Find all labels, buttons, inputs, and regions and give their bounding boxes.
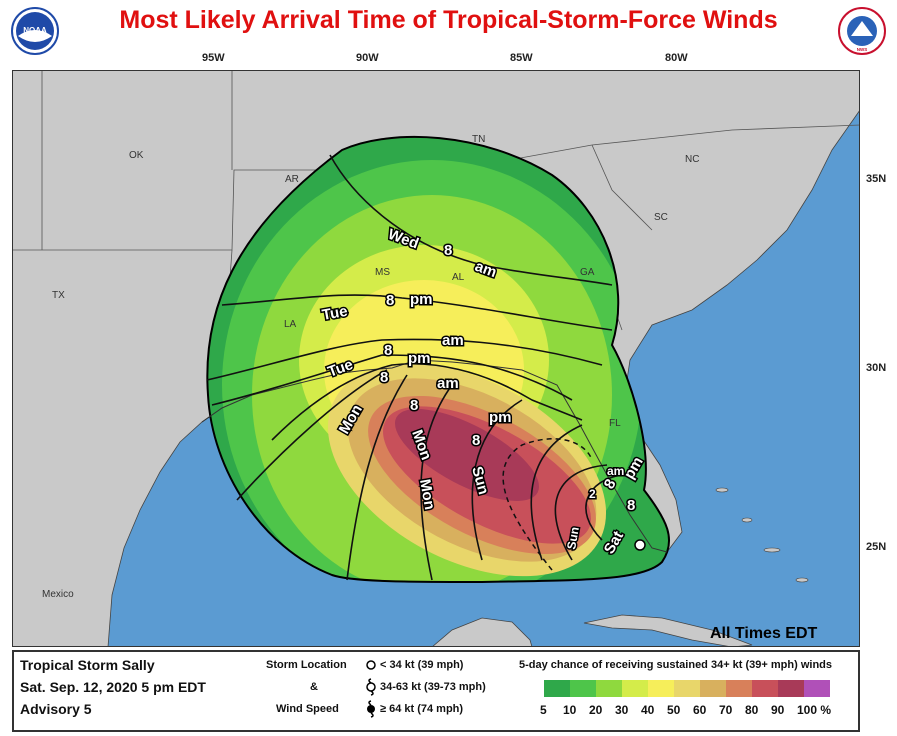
advisory-number: Advisory 5 bbox=[20, 701, 92, 717]
yucatan bbox=[431, 617, 533, 647]
scale-tick: 80 bbox=[745, 703, 759, 717]
contour-label: pm bbox=[408, 350, 431, 367]
advisory-date: Sat. Sep. 12, 2020 5 pm EDT bbox=[20, 679, 206, 695]
noaa-logo: NOAA bbox=[11, 7, 59, 55]
map-title: Most Likely Arrival Time of Tropical-Sto… bbox=[119, 6, 778, 34]
contour-label: pm bbox=[489, 409, 512, 426]
contour-label: pm bbox=[410, 291, 433, 308]
contour-label: 8 bbox=[386, 292, 394, 309]
lon-label: 80W bbox=[665, 52, 688, 64]
lon-label: 85W bbox=[510, 52, 533, 64]
scale-tick: 10 bbox=[563, 703, 577, 717]
scale-tick: 70 bbox=[719, 703, 733, 717]
state-label: AL bbox=[452, 272, 465, 283]
state-label: FL bbox=[609, 418, 621, 429]
svg-text:NOAA: NOAA bbox=[23, 26, 47, 35]
lon-label: 90W bbox=[356, 52, 379, 64]
weak-storm-icon bbox=[366, 660, 376, 670]
hurricane-icon bbox=[367, 700, 375, 718]
contour-label: 8 bbox=[472, 432, 480, 449]
scale-swatch bbox=[648, 680, 674, 697]
contour-label: 8 bbox=[627, 497, 635, 514]
scale-tick: 20 bbox=[589, 703, 603, 717]
state-label: NC bbox=[685, 154, 699, 165]
legend-item: 34-63 kt (39-73 mph) bbox=[380, 681, 486, 693]
scale-swatch bbox=[622, 680, 648, 697]
scale-title: 5-day chance of receiving sustained 34+ … bbox=[519, 659, 832, 671]
all-times-label: All Times EDT bbox=[710, 625, 818, 642]
info-panel: Tropical Storm Sally Sat. Sep. 12, 2020 … bbox=[12, 650, 860, 732]
lon-label: 95W bbox=[202, 52, 225, 64]
scale-tick: 50 bbox=[667, 703, 681, 717]
legend-item: < 34 kt (39 mph) bbox=[380, 659, 464, 671]
scale-tick: 100 % bbox=[797, 703, 832, 717]
state-label: MS bbox=[375, 267, 390, 278]
svg-text:NWS: NWS bbox=[857, 47, 868, 52]
state-label: LA bbox=[284, 319, 297, 330]
scale-swatch bbox=[570, 680, 596, 697]
map: OK AR TN NC SC GA MS AL TX LA FL Mexico … bbox=[12, 70, 860, 647]
state-label: TN bbox=[472, 134, 485, 145]
scale-tick: 30 bbox=[615, 703, 629, 717]
lat-label: 25N bbox=[866, 541, 887, 553]
country-label: Mexico bbox=[42, 589, 74, 600]
tropical-storm-icon bbox=[366, 678, 376, 696]
scale-tick: 40 bbox=[641, 703, 655, 717]
storm-name: Tropical Storm Sally bbox=[20, 657, 155, 673]
scale-swatch bbox=[700, 680, 726, 697]
contour-label: 8 bbox=[380, 369, 388, 386]
scale-tick: 5 bbox=[540, 703, 547, 717]
lat-label: 35N bbox=[866, 173, 887, 185]
state-label: SC bbox=[654, 212, 668, 223]
state-label: OK bbox=[129, 150, 144, 161]
legend-item: ≥ 64 kt (74 mph) bbox=[380, 703, 464, 715]
scale-swatch bbox=[544, 680, 570, 697]
state-label: TX bbox=[52, 290, 65, 301]
scale-swatch bbox=[596, 680, 622, 697]
nws-logo: NWS bbox=[838, 7, 886, 55]
state-label: GA bbox=[580, 267, 595, 278]
header: NOAA Most Likely Arrival Time of Tropica… bbox=[0, 0, 897, 55]
contour-label: am bbox=[437, 375, 459, 392]
scale-swatch bbox=[752, 680, 778, 697]
contour-label: 8 bbox=[384, 342, 392, 359]
contour-label: 2 bbox=[589, 487, 596, 501]
contour-label: Sun bbox=[564, 526, 582, 551]
storm-position bbox=[634, 539, 646, 551]
scale-swatch bbox=[726, 680, 752, 697]
contour-label: 8 bbox=[410, 397, 418, 414]
wind-speed-label: Wind Speed bbox=[276, 703, 339, 715]
scale-tick: 90 bbox=[771, 703, 785, 717]
ampersand-label: & bbox=[310, 681, 318, 693]
storm-location-label: Storm Location bbox=[266, 659, 347, 671]
contour-label: am bbox=[442, 332, 464, 349]
lat-label: 30N bbox=[866, 362, 887, 374]
state-label: AR bbox=[285, 174, 299, 185]
scale-swatch bbox=[804, 680, 830, 697]
scale-swatch bbox=[778, 680, 804, 697]
contour-label: 8 bbox=[444, 242, 452, 259]
scale-swatch bbox=[674, 680, 700, 697]
contour-label: am bbox=[607, 464, 624, 478]
scale-tick: 60 bbox=[693, 703, 707, 717]
